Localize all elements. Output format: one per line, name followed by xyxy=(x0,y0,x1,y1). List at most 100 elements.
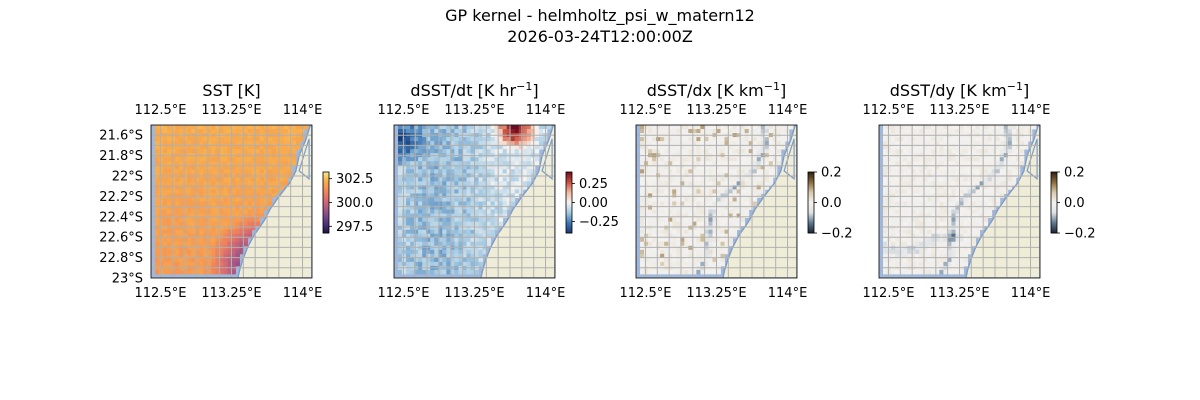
heatmap-cell xyxy=(223,177,228,182)
heatmap-cell xyxy=(664,225,669,231)
heatmap-cell xyxy=(899,245,904,251)
heatmap-cell xyxy=(975,221,981,227)
heatmap-cell xyxy=(951,213,956,219)
heatmap-cell xyxy=(648,269,653,275)
heatmap-cell xyxy=(446,145,451,150)
heatmap-cell xyxy=(648,189,653,194)
heatmap-cell xyxy=(450,253,455,259)
heatmap-cell xyxy=(744,157,750,162)
heatmap-cell xyxy=(648,261,653,267)
heatmap-cell xyxy=(656,149,661,154)
heatmap-cell xyxy=(724,213,729,219)
heatmap-cell xyxy=(764,165,770,170)
heatmap-cell xyxy=(652,213,657,219)
heatmap-cell xyxy=(652,201,657,206)
heatmap-cell xyxy=(911,225,916,231)
heatmap-cell xyxy=(159,237,164,243)
heatmap-cell xyxy=(490,129,496,134)
heatmap-cell xyxy=(418,129,423,134)
heatmap-cell xyxy=(203,213,208,219)
heatmap-cell xyxy=(199,257,204,263)
heatmap-cell xyxy=(422,205,427,210)
heatmap-cell xyxy=(919,161,924,166)
heatmap-cell xyxy=(959,241,964,247)
heatmap-cell xyxy=(959,209,964,214)
heatmap-cell xyxy=(652,125,657,130)
heatmap-cell xyxy=(470,249,475,255)
heatmap-cell xyxy=(167,233,172,239)
heatmap-cell xyxy=(422,249,427,255)
heatmap-cell xyxy=(219,237,224,243)
heatmap-cell xyxy=(195,241,200,247)
heatmap-cell xyxy=(943,237,948,243)
heatmap-cell xyxy=(211,241,216,247)
heatmap-cell xyxy=(660,137,665,142)
heatmap-cell xyxy=(247,181,253,186)
heatmap-cell xyxy=(939,237,944,243)
heatmap-cell xyxy=(935,197,940,202)
heatmap-cell xyxy=(696,161,701,166)
heatmap-cell xyxy=(163,145,168,150)
heatmap-cell xyxy=(895,149,900,154)
heatmap-cell xyxy=(215,181,220,186)
heatmap-cell xyxy=(474,181,479,186)
heatmap-cell xyxy=(494,149,500,154)
heatmap-cell xyxy=(235,217,240,223)
heatmap-cell xyxy=(466,181,471,186)
heatmap-cell xyxy=(668,229,673,235)
heatmap-cell xyxy=(478,185,483,190)
heatmap-cell xyxy=(963,193,968,198)
heatmap-cell xyxy=(919,257,924,263)
heatmap-cell xyxy=(772,161,778,166)
heatmap-cell xyxy=(688,249,693,255)
heatmap-cell xyxy=(955,201,960,206)
heatmap-cell xyxy=(959,185,964,190)
heatmap-cell xyxy=(656,245,661,251)
heatmap-cell xyxy=(398,197,403,202)
heatmap-cell xyxy=(891,181,896,186)
heatmap-cell xyxy=(482,185,487,190)
heatmap-cell xyxy=(644,205,649,210)
heatmap-cell xyxy=(275,145,281,150)
heatmap-cell xyxy=(931,229,936,235)
heatmap-cell xyxy=(414,225,419,231)
heatmap-cell xyxy=(183,129,188,134)
heatmap-cell xyxy=(506,165,512,170)
heatmap-cell xyxy=(175,177,180,182)
heatmap-cell xyxy=(724,157,729,162)
heatmap-cell xyxy=(999,177,1005,182)
heatmap-cell xyxy=(482,177,487,182)
heatmap-cell xyxy=(696,221,701,227)
heatmap-cell xyxy=(640,181,645,186)
heatmap-cell xyxy=(740,197,746,202)
heatmap-cell xyxy=(720,229,725,235)
heatmap-cell xyxy=(660,177,665,182)
heatmap-cell xyxy=(947,209,952,214)
heatmap-cell xyxy=(442,217,447,223)
colorbar-segment xyxy=(808,190,814,193)
heatmap-cell xyxy=(756,157,762,162)
heatmap-cell xyxy=(219,145,224,150)
heatmap-cell xyxy=(458,209,463,214)
colorbar-segment xyxy=(323,229,329,232)
heatmap-cell xyxy=(903,189,908,194)
heatmap-cell xyxy=(760,137,766,142)
colorbar-segment xyxy=(1051,225,1057,228)
heatmap-cell xyxy=(159,261,164,267)
heatmap-cell xyxy=(211,229,216,235)
heatmap-cell xyxy=(183,201,188,206)
heatmap-cell xyxy=(478,181,483,186)
heatmap-cell xyxy=(510,169,516,174)
heatmap-cell xyxy=(482,125,487,130)
heatmap-cell xyxy=(883,217,888,223)
heatmap-cell xyxy=(903,217,908,223)
heatmap-cell xyxy=(247,161,253,166)
heatmap-cell xyxy=(696,181,701,186)
heatmap-cell xyxy=(772,125,778,130)
heatmap-cell xyxy=(219,269,224,275)
heatmap-cell xyxy=(179,193,184,198)
heatmap-cell xyxy=(482,225,487,231)
heatmap-cell xyxy=(744,197,750,202)
heatmap-cell xyxy=(231,129,236,134)
heatmap-cell xyxy=(664,221,669,227)
